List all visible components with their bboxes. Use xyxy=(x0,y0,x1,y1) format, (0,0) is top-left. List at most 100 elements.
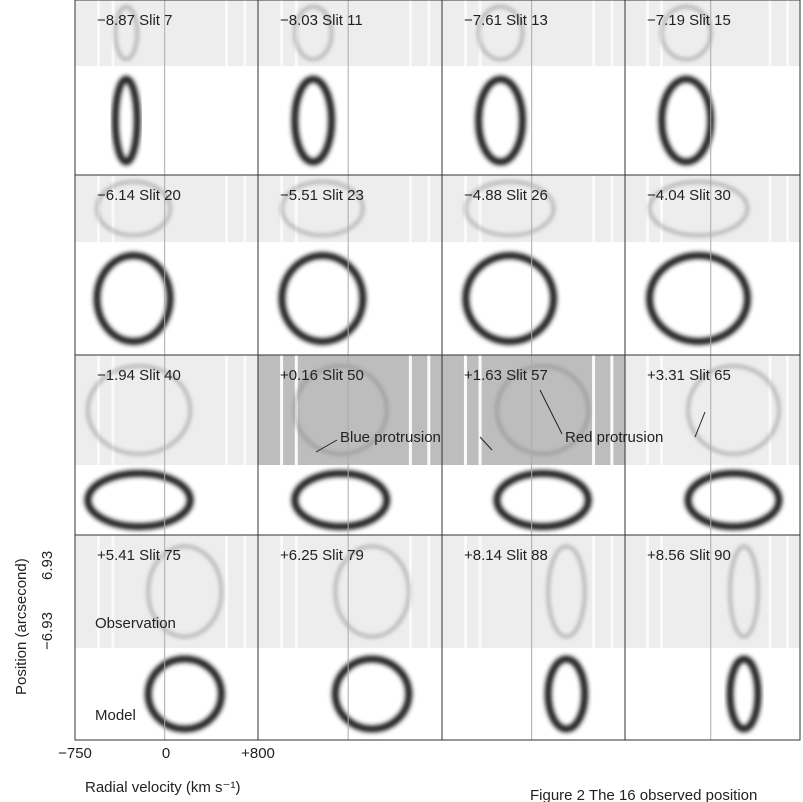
sky-line xyxy=(427,535,431,648)
sky-line xyxy=(592,0,596,66)
sky-line xyxy=(96,355,100,465)
sky-line xyxy=(294,535,298,648)
sky-line xyxy=(408,535,412,648)
panel-label: +0.16 Slit 50 xyxy=(280,367,364,384)
sky-line xyxy=(786,175,789,242)
panel-border xyxy=(624,534,801,741)
model-ring xyxy=(493,469,592,531)
sky-line xyxy=(768,355,772,465)
sky-line xyxy=(592,535,596,648)
observation-panel xyxy=(258,175,442,242)
sky-line xyxy=(660,535,663,648)
obs-ring xyxy=(293,365,388,455)
obs-ring xyxy=(687,365,780,455)
panel-grid: −8.87 Slit 7 −8.03 Slit 11 −7.61 Slit 13 −7… xyxy=(74,0,801,741)
sky-line xyxy=(660,355,663,465)
sky-line xyxy=(786,0,789,66)
panel-label: +5.41 Slit 75 xyxy=(97,547,181,564)
panel-label: −7.19 Slit 15 xyxy=(647,12,731,29)
sky-line xyxy=(592,355,596,465)
model-ring xyxy=(291,75,336,166)
model-ring xyxy=(726,655,762,733)
model-panel xyxy=(258,242,442,355)
x-tick: +800 xyxy=(241,745,275,762)
panel-label: +1.63 Slit 57 xyxy=(464,367,548,384)
sky-line xyxy=(111,0,115,66)
sky-line xyxy=(427,0,431,66)
obs-ring xyxy=(729,545,759,638)
panel-label: +8.56 Slit 90 xyxy=(647,547,731,564)
arrow xyxy=(694,411,706,438)
observation-panel xyxy=(625,0,800,66)
sky-line xyxy=(478,0,482,66)
model-ring xyxy=(331,655,413,733)
sky-line xyxy=(660,175,663,242)
sky-line xyxy=(768,535,772,648)
model-ring xyxy=(93,252,174,345)
sky-line xyxy=(280,535,284,648)
observation-panel xyxy=(625,175,800,242)
x-axis-label: Radial velocity (km s⁻¹) xyxy=(85,779,240,796)
sky-line xyxy=(646,175,649,242)
sky-line xyxy=(225,535,229,648)
observation-panel xyxy=(75,175,258,242)
panel-label: −8.03 Slit 11 xyxy=(280,12,363,29)
panel-label: −4.04 Slit 30 xyxy=(647,187,731,204)
x-tick: 0 xyxy=(162,745,170,762)
model-ring xyxy=(684,469,783,531)
panel-label: −5.51 Slit 23 xyxy=(280,187,364,204)
observation-panel xyxy=(442,0,625,66)
sky-line xyxy=(478,355,482,465)
obs-ring xyxy=(114,5,139,61)
sky-line xyxy=(768,0,772,66)
obs-ring xyxy=(147,545,223,638)
observation-panel xyxy=(75,0,258,66)
sky-line xyxy=(610,175,614,242)
panel-label: −1.94 Slit 40 xyxy=(97,367,181,384)
sky-line xyxy=(96,535,100,648)
sky-line xyxy=(463,535,467,648)
model-ring xyxy=(84,469,194,531)
model-ring xyxy=(646,252,751,345)
sky-line xyxy=(280,0,284,66)
sky-line xyxy=(408,355,412,465)
sky-line xyxy=(646,355,649,465)
sky-line xyxy=(243,0,247,66)
sky-line xyxy=(646,535,649,648)
panel-label: +8.14 Slit 88 xyxy=(464,547,548,564)
sky-line xyxy=(610,0,614,66)
sky-line xyxy=(786,355,789,465)
sky-line xyxy=(243,175,247,242)
sky-line xyxy=(592,175,596,242)
panel-label: −4.88 Slit 26 xyxy=(464,187,548,204)
obs-ring xyxy=(293,5,333,61)
obs-ring xyxy=(95,180,172,237)
sky-line xyxy=(111,535,115,648)
model-panel xyxy=(442,648,625,740)
sky-line xyxy=(96,175,100,242)
sky-line xyxy=(646,0,649,66)
panel-label: −8.87 Slit 7 xyxy=(97,12,172,29)
panel-label: +3.31 Slit 65 xyxy=(647,367,731,384)
sky-line xyxy=(225,355,229,465)
arrow xyxy=(539,389,563,435)
sky-line xyxy=(786,535,789,648)
annotation: Observation xyxy=(95,615,176,632)
obs-ring xyxy=(495,365,590,455)
model-ring xyxy=(291,469,391,531)
sky-line xyxy=(427,355,431,465)
sky-line xyxy=(280,355,284,465)
panel-label: −7.61 Slit 13 xyxy=(464,12,548,29)
obs-ring xyxy=(464,180,555,237)
sky-line xyxy=(294,175,298,242)
panel-label: +6.25 Slit 79 xyxy=(280,547,364,564)
model-panel xyxy=(258,66,442,175)
sky-line xyxy=(408,0,412,66)
sky-line xyxy=(243,355,247,465)
sky-line xyxy=(225,175,229,242)
annotation: Blue protrusion xyxy=(340,429,441,446)
y-tick: −6.93 xyxy=(39,612,56,650)
y-axis-label: Position (arcsecond) xyxy=(13,558,30,695)
sky-line xyxy=(294,355,298,465)
sky-line xyxy=(610,535,614,648)
